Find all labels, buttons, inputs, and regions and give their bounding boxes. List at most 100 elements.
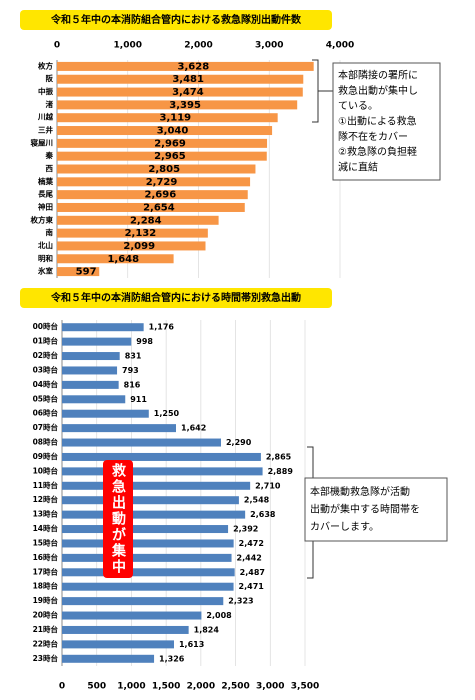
- y-tick-label: 中振: [38, 86, 53, 96]
- bar: [57, 126, 273, 136]
- value-label: 2,132: [125, 228, 157, 239]
- y-tick-label: 05時台: [33, 393, 59, 403]
- bar: [62, 510, 246, 519]
- value-label: 1,613: [179, 640, 204, 649]
- chart-title: 令和５年中の本消防組合管内における時間帯別救急出動: [50, 291, 301, 304]
- value-label: 2,442: [237, 553, 262, 562]
- value-label: 3,040: [157, 126, 189, 137]
- value-label: 2,487: [240, 568, 265, 577]
- y-tick-label: 明和: [38, 253, 53, 263]
- y-tick-label: 阪: [46, 73, 54, 83]
- bar: [62, 323, 144, 332]
- value-label: 2,548: [244, 496, 270, 505]
- annotation-box: [332, 62, 441, 181]
- y-tick-label: 10時台: [33, 465, 59, 475]
- value-label: 1,824: [194, 625, 220, 634]
- bar: [62, 380, 119, 389]
- annotation-text: 本部機動救急隊が活動: [310, 485, 410, 498]
- value-label: 3,481: [172, 74, 204, 85]
- y-tick-label: 21時台: [33, 624, 59, 634]
- annotation-text: 本部隣接の署所に: [338, 69, 418, 82]
- bar: [62, 582, 234, 591]
- y-tick-label: 22時台: [33, 638, 59, 648]
- value-label: 2,638: [250, 510, 276, 519]
- bar: [57, 74, 304, 84]
- x-tick-label: 4,000: [326, 41, 354, 51]
- value-label: 597: [76, 267, 97, 278]
- bar: [62, 366, 118, 375]
- value-label: 2,099: [123, 241, 155, 252]
- value-label: 3,474: [172, 87, 204, 98]
- annotation-text: 出動が集中する時間帯を: [310, 503, 420, 516]
- x-tick-label: 3,500: [291, 682, 319, 692]
- y-tick-label: 16時台: [33, 552, 59, 562]
- annotation-text: 減に直結: [338, 160, 378, 173]
- bar: [57, 177, 251, 187]
- value-label: 2,865: [266, 452, 292, 461]
- value-label: 1,326: [159, 654, 185, 663]
- y-tick-label: 12時台: [33, 494, 59, 504]
- x-tick-label: 1,000: [117, 682, 145, 692]
- bar: [57, 241, 206, 251]
- bar: [57, 138, 268, 148]
- bar: [62, 611, 202, 620]
- y-tick-label: 08時台: [33, 437, 59, 447]
- y-tick-label: 南: [46, 227, 54, 237]
- y-tick-label: 04時台: [33, 379, 59, 389]
- bar: [62, 640, 174, 649]
- y-tick-label: 07時台: [33, 422, 59, 432]
- bar: [62, 395, 126, 404]
- title-banner: [20, 10, 332, 30]
- value-label: 2,654: [143, 202, 175, 213]
- annotation-text: ②救急隊の負担軽: [338, 145, 417, 158]
- x-tick-label: 2,500: [221, 682, 249, 692]
- value-label: 1,250: [154, 409, 180, 418]
- value-label: 816: [124, 380, 141, 389]
- y-tick-label: 03時台: [33, 364, 59, 374]
- value-label: 911: [130, 395, 147, 404]
- y-tick-label: 氷室: [38, 266, 53, 276]
- y-tick-label: 23時台: [33, 653, 59, 663]
- value-label: 2,969: [154, 138, 186, 149]
- bar: [62, 481, 251, 490]
- chart-title: 令和５年中の本消防組合管内における救急隊別出動件数: [50, 13, 302, 26]
- annotation-text: 隊不在をカバー: [338, 130, 408, 143]
- value-label: 2,323: [228, 597, 253, 606]
- bar: [62, 438, 221, 447]
- bar: [57, 100, 298, 110]
- bar: [62, 496, 239, 505]
- bar: [57, 87, 303, 97]
- y-tick-label: 13時台: [33, 509, 59, 519]
- value-label: 2,290: [226, 438, 252, 447]
- y-tick-label: 三井: [38, 125, 53, 135]
- bar: [62, 539, 234, 548]
- x-tick-label: 1,500: [152, 682, 180, 692]
- bar: [57, 113, 278, 123]
- x-tick-label: 500: [87, 682, 106, 692]
- x-tick-label: 3,000: [255, 41, 283, 51]
- value-label: 3,628: [178, 61, 210, 72]
- y-tick-label: 09時台: [33, 451, 59, 461]
- value-label: 2,472: [239, 539, 264, 548]
- y-tick-label: 02時台: [33, 350, 59, 360]
- value-label: 998: [136, 337, 153, 346]
- value-label: 831: [125, 352, 142, 361]
- y-tick-label: 01時台: [33, 336, 59, 346]
- callout-box: [103, 460, 133, 578]
- y-tick-label: 17時台: [33, 566, 59, 576]
- y-tick-label: 神田: [38, 201, 53, 211]
- value-label: 2,729: [146, 177, 178, 188]
- bar: [57, 190, 248, 200]
- y-tick-label: 西: [46, 164, 54, 173]
- bar: [57, 267, 100, 277]
- bar: [57, 228, 208, 238]
- bar: [62, 352, 120, 361]
- y-tick-label: 枚方: [37, 60, 53, 70]
- y-tick-label: 06時台: [33, 408, 59, 418]
- bar: [62, 452, 261, 461]
- value-label: 2,965: [154, 151, 186, 162]
- y-tick-label: 19時台: [33, 595, 59, 605]
- y-tick-label: 枚方東: [30, 214, 54, 224]
- y-tick-label: 渚: [46, 99, 54, 109]
- annotation-text: ている。: [338, 100, 378, 112]
